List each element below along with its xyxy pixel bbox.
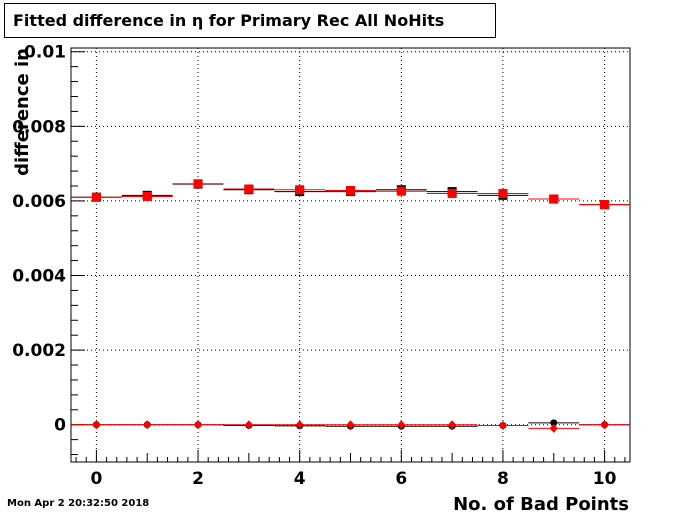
data-marks <box>71 179 630 433</box>
y-tick-label: 0.002 <box>12 341 66 361</box>
x-tick-label: 10 <box>593 469 617 489</box>
diamond-marker <box>397 420 406 430</box>
square-marker <box>447 188 457 198</box>
square-marker <box>91 192 101 202</box>
diamond-marker <box>448 420 457 430</box>
square-marker <box>142 191 152 201</box>
x-tick-label: 6 <box>395 469 407 489</box>
x-tick-label: 4 <box>294 469 306 489</box>
y-tick-label: 0.006 <box>12 192 66 212</box>
y-tick-label: 0 <box>54 416 66 436</box>
diamond-marker <box>346 420 355 430</box>
x-axis-label: No. of Bad Points <box>453 494 629 514</box>
y-axis-label: difference in <box>12 48 33 176</box>
series-1 <box>71 179 630 210</box>
diamond-marker <box>295 420 304 430</box>
square-marker <box>244 184 254 194</box>
diamond-marker <box>498 420 507 430</box>
axes: 0 2 4 6 8 10 0 0.002 0.004 0.006 0.008 0.01 <box>12 43 631 489</box>
square-marker <box>600 200 610 210</box>
plot-frame <box>70 47 631 463</box>
x-tick-label: 2 <box>192 469 204 489</box>
timestamp: Mon Apr 2 20:32:50 2018 <box>7 498 150 509</box>
diamond-marker <box>600 420 609 430</box>
series-3 <box>71 420 630 433</box>
chart-title: Fitted difference in η for Primary Rec A… <box>13 11 445 30</box>
y-tick-label: 0.008 <box>12 117 66 137</box>
square-marker <box>295 185 305 195</box>
y-tick-label: 0.01 <box>24 43 66 63</box>
square-marker <box>193 179 203 189</box>
title-box: Fitted difference in η for Primary Rec A… <box>4 3 496 38</box>
diamond-marker <box>194 420 203 430</box>
square-marker <box>396 186 406 196</box>
x-tick-label: 8 <box>497 469 509 489</box>
diamond-marker <box>244 420 253 430</box>
square-marker <box>549 194 559 204</box>
diamond-marker <box>143 420 152 430</box>
square-marker <box>498 188 508 198</box>
diamond-marker <box>92 420 101 430</box>
diamond-marker <box>549 423 558 433</box>
grid-lines <box>71 48 630 462</box>
square-marker <box>346 185 355 195</box>
y-tick-label: 0.004 <box>12 267 66 287</box>
x-tick-label: 0 <box>90 469 102 489</box>
circle-marker <box>550 419 558 427</box>
